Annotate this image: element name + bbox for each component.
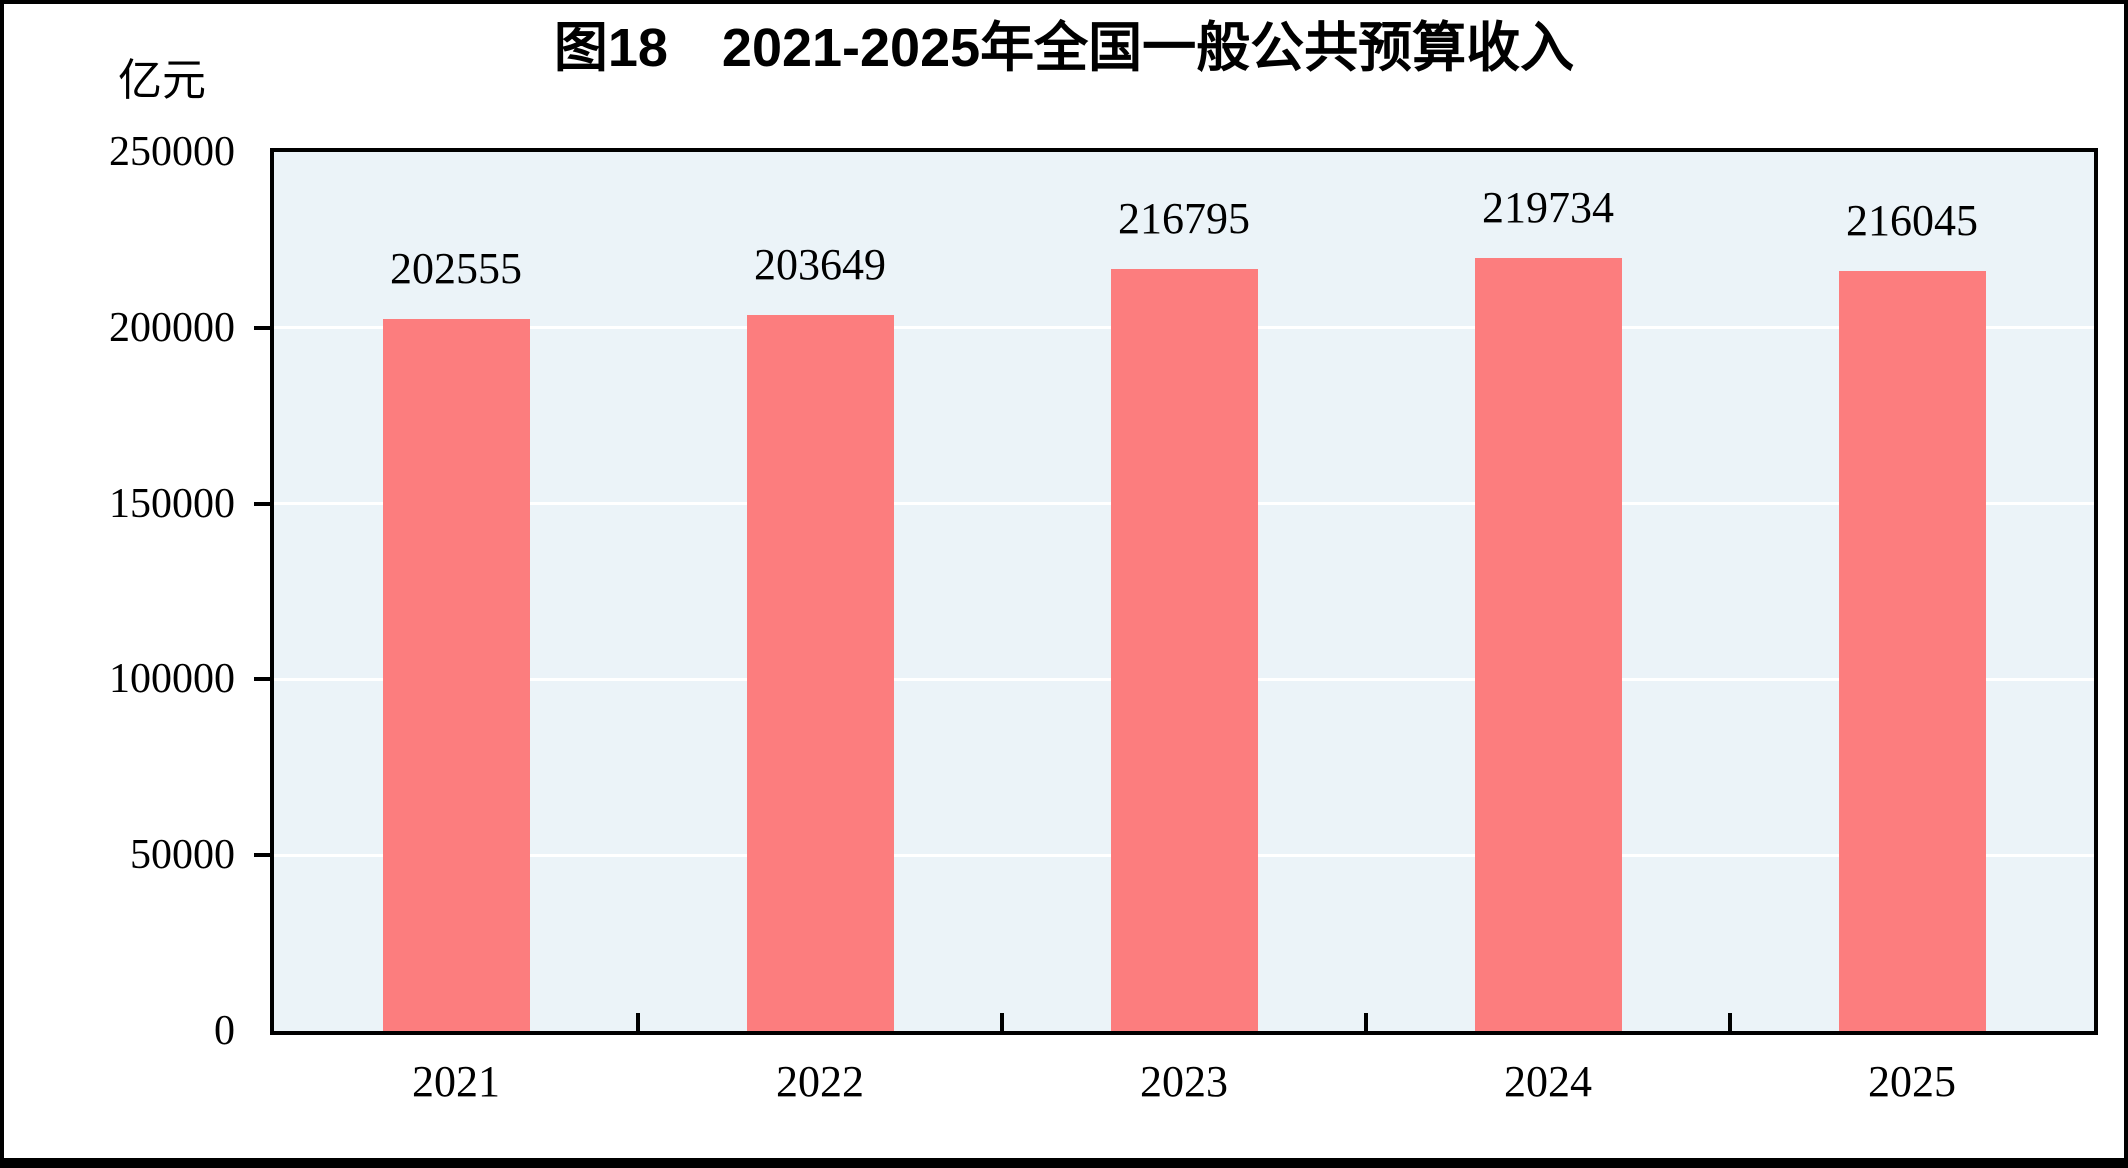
bar-2023: [1110, 268, 1258, 1031]
y-axis-tick-mark: [254, 325, 270, 330]
y-tick-label: 50000: [130, 832, 235, 879]
x-tick-label: 2024: [1504, 1057, 1592, 1106]
bar-value-label: 216795: [1118, 193, 1250, 243]
y-tick-label: 250000: [109, 129, 235, 175]
y-axis-tick-mark: [254, 677, 270, 682]
bar-value-label: 219734: [1482, 183, 1614, 233]
bar-value-label: 216045: [1846, 196, 1978, 246]
x-axis-tick-mark: [1000, 1013, 1004, 1031]
y-axis-unit-label: 亿元: [118, 56, 206, 105]
bar-value-label: 203649: [754, 239, 886, 289]
y-axis-tick-mark: [254, 853, 270, 858]
chart-title: 图18 2021-2025年全国一般公共预算收入: [553, 18, 1575, 78]
x-tick-label: 2025: [1868, 1057, 1956, 1106]
y-tick-label: 0: [214, 1008, 235, 1054]
x-tick-label: 2021: [412, 1057, 500, 1106]
x-tick-label: 2023: [1140, 1057, 1228, 1106]
bar-2022: [746, 314, 894, 1031]
y-tick-label: 200000: [109, 304, 235, 351]
bar-2025: [1838, 271, 1986, 1031]
y-tick-label: 150000: [109, 480, 235, 527]
y-tick-label: 100000: [109, 656, 235, 703]
x-axis-tick-mark: [1728, 1013, 1732, 1031]
y-axis-tick-mark: [254, 501, 270, 506]
bar-value-label: 202555: [390, 243, 522, 293]
x-tick-label: 2022: [776, 1057, 864, 1106]
plot-area: 202555 203649 216795 219734 216045: [270, 148, 2098, 1035]
bar-2021: [382, 318, 530, 1031]
x-axis-tick-mark: [1364, 1013, 1368, 1031]
bar-2024: [1474, 258, 1622, 1031]
x-axis-tick-mark: [636, 1013, 640, 1031]
